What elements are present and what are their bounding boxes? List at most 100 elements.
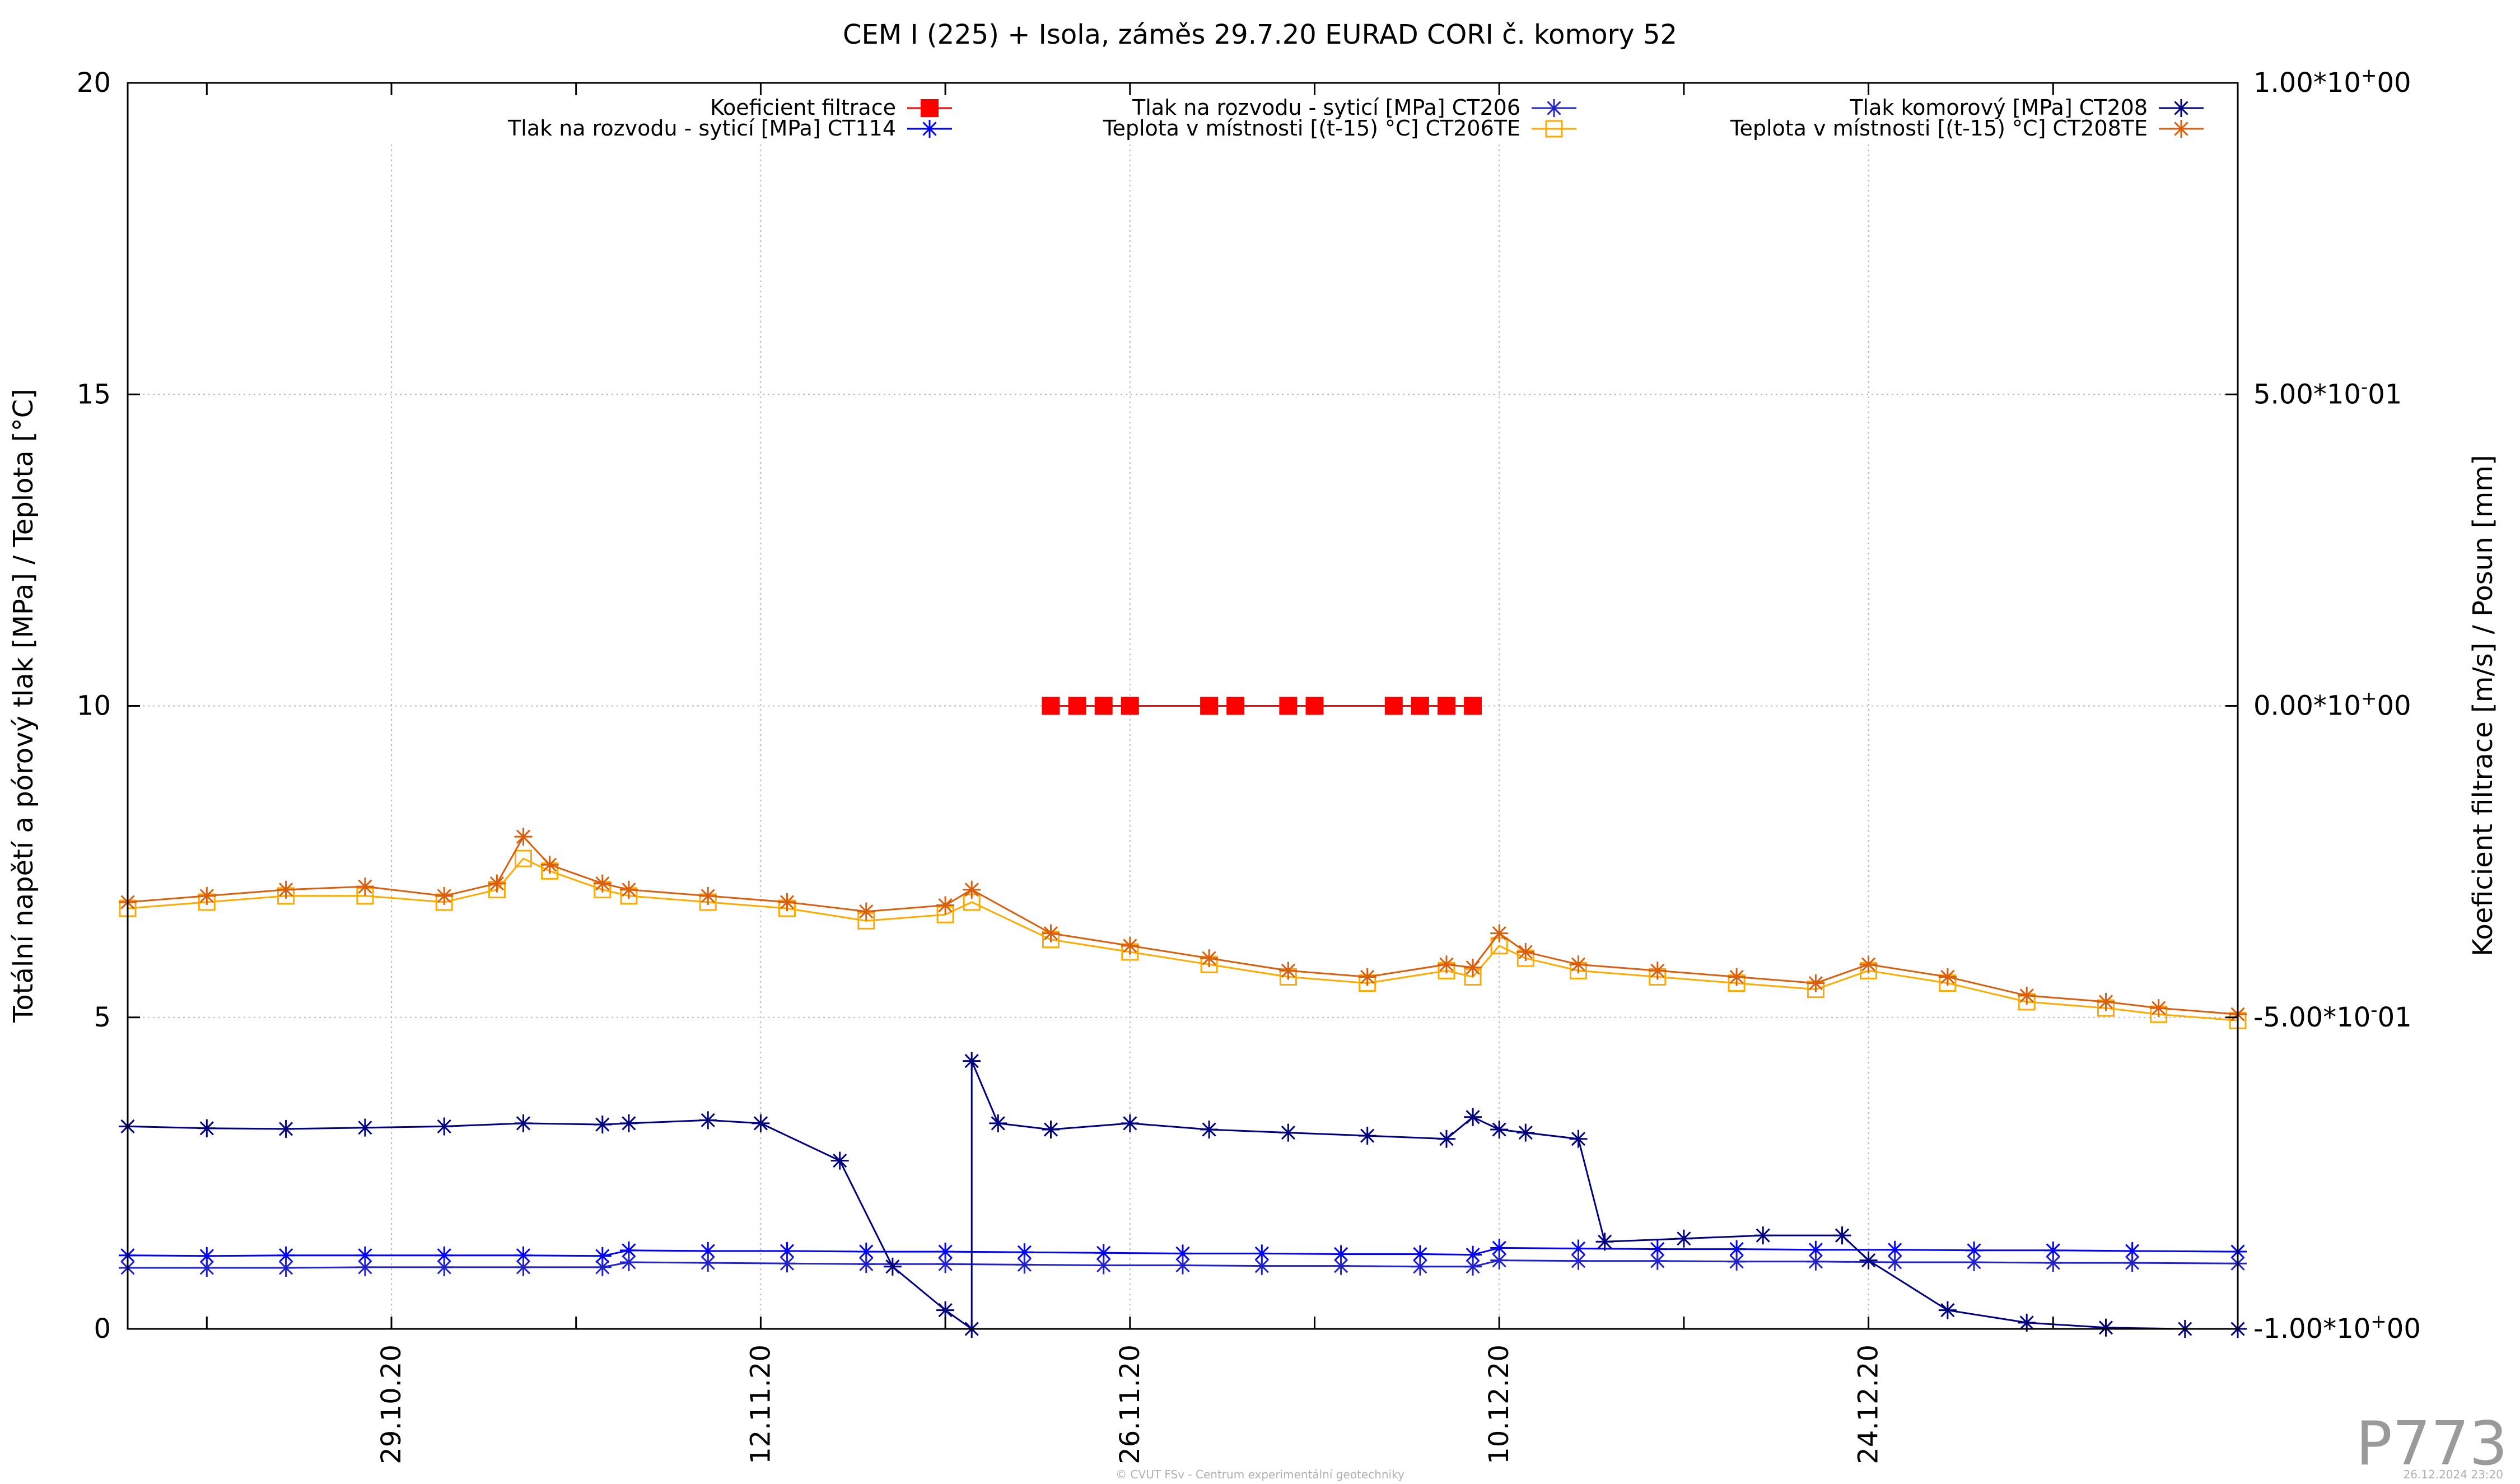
data-point (277, 880, 295, 899)
data-point (593, 874, 612, 893)
data-point (2044, 1241, 2062, 1259)
data-point (435, 1258, 454, 1276)
data-point (963, 880, 981, 899)
data-point (857, 1255, 875, 1273)
legend-entry-1: Koeficient filtrace (710, 95, 952, 120)
data-point (1042, 924, 1060, 942)
data-point (1545, 99, 1563, 117)
series-3 (119, 1251, 2247, 1277)
data-point (1807, 1252, 1825, 1271)
series-6 (119, 828, 2247, 1024)
data-point (1728, 968, 1746, 986)
data-point (1545, 120, 1563, 138)
data-point (277, 1258, 295, 1277)
data-point (1595, 1233, 1614, 1251)
data-point (435, 886, 454, 905)
data-point (921, 99, 939, 117)
data-point (1305, 697, 1324, 715)
data-point (198, 1247, 216, 1265)
data-point (699, 1111, 717, 1130)
data-point (1569, 1252, 1588, 1270)
y2-tick-label: -1.00*10+00 (2253, 1310, 2421, 1345)
data-point (1226, 697, 1245, 715)
x-tick-label: 29.10.20 (376, 1345, 407, 1464)
data-point (1938, 968, 1957, 986)
footer-timestamp: 26.12.2024 23:20 (2403, 1468, 2503, 1481)
data-point (1490, 1121, 1509, 1138)
data-point (752, 1114, 770, 1132)
data-point (1279, 1123, 1298, 1142)
data-point (1094, 1256, 1113, 1275)
footer-copyright: © CVUT FSv - Centrum experimentální geot… (1116, 1468, 1404, 1481)
data-point (1332, 1245, 1350, 1263)
data-point (1042, 697, 1060, 715)
data-point (1728, 1240, 1746, 1258)
data-point (1490, 1239, 1509, 1257)
data-point (198, 886, 216, 905)
data-point (2123, 1242, 2141, 1260)
page-badge: P773 (2356, 1409, 2508, 1479)
data-point (514, 1258, 533, 1276)
data-point (1674, 1229, 1693, 1248)
data-point (1859, 1251, 1878, 1270)
data-point (1042, 1121, 1060, 1138)
data-point (1411, 697, 1429, 715)
data-point (1121, 697, 1139, 715)
y-tick-label: 10 (77, 690, 111, 722)
data-point (277, 1246, 295, 1264)
data-point (1464, 1245, 1482, 1264)
legend-entry-4: Teplota v místnosti [(t-15) °C] CT206TE (1103, 116, 1576, 141)
data-point (989, 1114, 1007, 1132)
data-point (1094, 1244, 1113, 1262)
data-point (1569, 955, 1588, 974)
data-point (514, 1246, 533, 1264)
data-point (857, 902, 875, 921)
data-point (1068, 697, 1086, 715)
data-point (1965, 1241, 1983, 1259)
data-point (2018, 986, 2036, 1005)
x-tick-label: 10.12.20 (1483, 1345, 1515, 1464)
data-point (830, 1151, 849, 1170)
data-point (1253, 1257, 1271, 1275)
data-point (1648, 1252, 1667, 1270)
data-point (1648, 962, 1667, 980)
data-point (1121, 1114, 1139, 1132)
data-point (1253, 1244, 1271, 1263)
data-point (1279, 962, 1298, 980)
data-point (1807, 974, 1825, 992)
data-point (488, 874, 506, 893)
data-point (699, 1254, 717, 1272)
legend-label: Koeficient filtrace (710, 95, 896, 120)
data-point (1200, 697, 1219, 715)
data-point (1384, 697, 1403, 715)
data-point (1464, 1257, 1482, 1276)
data-point (619, 880, 638, 899)
legend-entry-2: Tlak na rozvodu - syticí [MPa] CT114 (507, 116, 952, 141)
data-point (1569, 1239, 1588, 1258)
data-point (1859, 955, 1878, 974)
data-point (1464, 1108, 1482, 1126)
data-point (699, 1242, 717, 1260)
data-point (198, 1119, 216, 1137)
data-point (1200, 949, 1219, 968)
data-point (1728, 1252, 1746, 1271)
data-point (1965, 1253, 1983, 1271)
data-point (936, 1301, 955, 1319)
series-line (127, 857, 2238, 1021)
data-point (2097, 1318, 2115, 1337)
data-point (514, 828, 533, 846)
data-point (1464, 958, 1482, 977)
data-point (1358, 968, 1376, 986)
data-point (1438, 955, 1455, 974)
data-point (1516, 1123, 1535, 1142)
data-point (1015, 1243, 1034, 1262)
data-point (936, 1243, 955, 1261)
grid (128, 144, 2238, 1329)
legend-label: Tlak na rozvodu - syticí [MPa] CT114 (507, 116, 896, 141)
data-point (778, 1254, 796, 1273)
data-point (277, 1119, 295, 1138)
data-point (1886, 1240, 1904, 1259)
data-point (1174, 1244, 1192, 1263)
data-point (2018, 1313, 2036, 1332)
